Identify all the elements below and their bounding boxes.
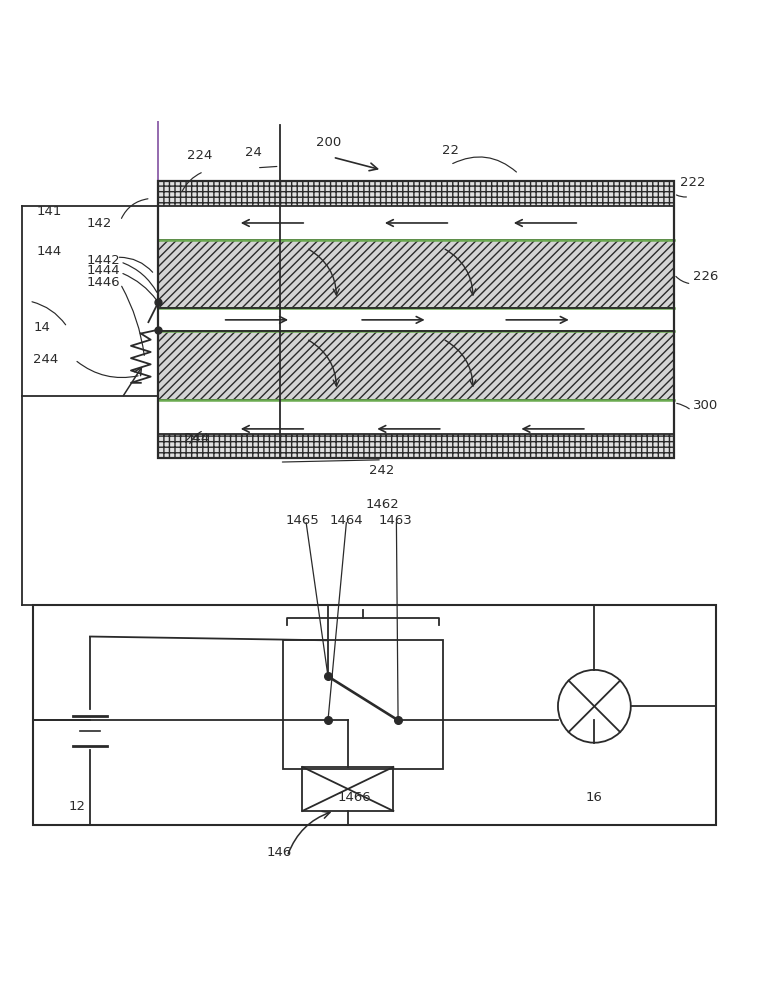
Text: 1464: 1464 (329, 514, 363, 527)
Text: 142: 142 (86, 217, 112, 230)
Text: 146: 146 (267, 846, 293, 859)
Bar (158, 240, 674, 308)
Bar (158, 181, 674, 458)
Text: 244: 244 (33, 353, 58, 366)
Text: 300: 300 (693, 399, 718, 412)
Text: 12: 12 (69, 800, 86, 813)
Text: 222: 222 (680, 176, 706, 189)
Text: 144: 144 (37, 245, 62, 258)
Text: 1446: 1446 (86, 276, 120, 289)
Text: 141: 141 (37, 205, 63, 218)
Text: 16: 16 (586, 791, 603, 804)
Text: 224: 224 (187, 149, 212, 162)
Text: 226: 226 (693, 270, 718, 283)
Bar (33, 605, 716, 825)
Text: 1466: 1466 (337, 791, 371, 804)
Bar (158, 434, 674, 458)
Text: 22: 22 (442, 144, 458, 157)
Text: 1465: 1465 (286, 514, 319, 527)
Bar (303, 767, 393, 811)
Bar (158, 331, 674, 400)
Text: 1462: 1462 (365, 498, 399, 511)
Text: 1463: 1463 (379, 514, 413, 527)
Text: 1442: 1442 (86, 254, 120, 267)
Text: 242: 242 (369, 464, 395, 477)
Bar (283, 640, 442, 769)
Text: 14: 14 (33, 321, 50, 334)
Text: 24: 24 (244, 146, 261, 159)
Text: 200: 200 (316, 136, 342, 149)
Text: 1444: 1444 (86, 264, 120, 277)
Bar (158, 181, 674, 206)
Text: 244: 244 (183, 432, 209, 445)
